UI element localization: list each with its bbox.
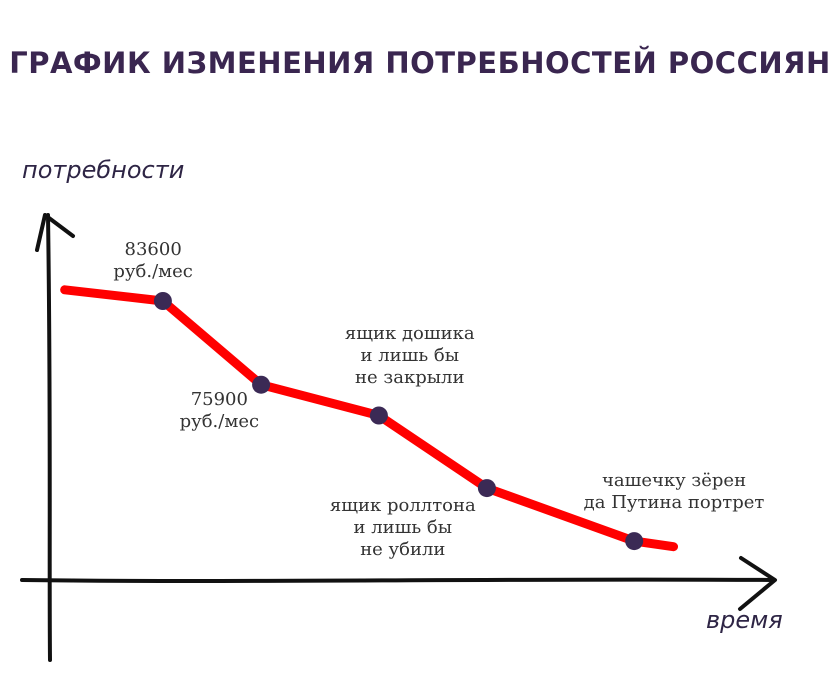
annotation-line: 75900 [190,388,248,410]
annotation-line: 83600 [124,238,182,260]
x-axis-arrowhead [738,556,777,611]
annotation-line: ящик дошика [344,323,475,345]
chart-title: ГРАФИК ИЗМЕНЕНИЯ ПОТРЕБНОСТЕЙ РОССИЯН [9,46,831,80]
y-axis-arrowhead [35,213,75,252]
axes [20,213,777,662]
data-point-marker-3 [369,406,388,425]
annotation-line: и лишь бы [353,517,453,539]
annotation-line: ящик роллтона [329,495,476,517]
annotation-line: чашечку зёрен [601,470,747,492]
data-point-marker-4 [477,479,496,498]
annotation-line: не убили [360,539,446,561]
annotation-line: руб./мес [113,260,193,282]
annotation-line: да Путина портрет [583,492,765,514]
annotation-line: и лишь бы [360,345,460,367]
y-axis-line [46,213,52,662]
data-point-marker-2 [252,375,271,394]
x-axis-label: время [706,606,783,634]
annotation-label: 83600 руб./мес [113,239,192,283]
data-point-marker-1 [153,292,172,310]
annotation-label: 75900 руб./мес [180,389,259,433]
marker-group [153,292,644,551]
annotation-label: ящик дошика и лишь бы не закрыли [345,323,475,389]
y-axis-label: потребности [22,156,185,184]
data-point-marker-5 [625,532,644,551]
annotation-line: не закрыли [355,367,465,389]
x-axis-line [20,577,774,583]
annotation-label: чашечку зёрен да Путина портрет [584,470,765,514]
annotation-line: руб./мес [179,410,260,432]
annotation-label: ящик роллтона и лишь бы не убили [330,495,476,561]
